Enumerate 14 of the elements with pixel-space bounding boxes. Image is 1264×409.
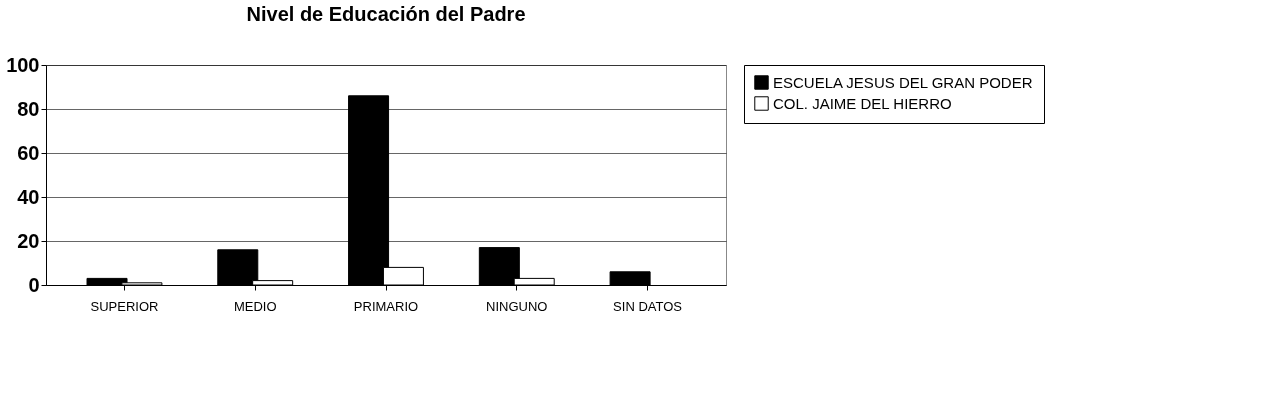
y-tick-label: 0 <box>28 273 40 296</box>
y-tick-label: 40 <box>17 185 40 208</box>
x-tick-label: PRIMARIO <box>353 298 419 314</box>
y-tick-label: 20 <box>17 229 40 252</box>
y-tick-label: 100 <box>6 53 40 76</box>
legend-label: COL. JAIME DEL HIERRO <box>773 94 952 112</box>
legend-label: ESCUELA JESUS DEL GRAN PODER <box>773 73 1033 91</box>
x-tick-label: NINGUNO <box>486 298 548 314</box>
y-tick-label: 80 <box>17 97 40 120</box>
x-tick-label: MEDIO <box>233 298 277 314</box>
y-tick-label: 60 <box>17 141 40 164</box>
x-tick-label: SUPERIOR <box>90 298 159 314</box>
chart-title: Nivel de Educación del Padre <box>246 3 526 25</box>
x-tick-label: SIN DATOS <box>613 298 683 314</box>
